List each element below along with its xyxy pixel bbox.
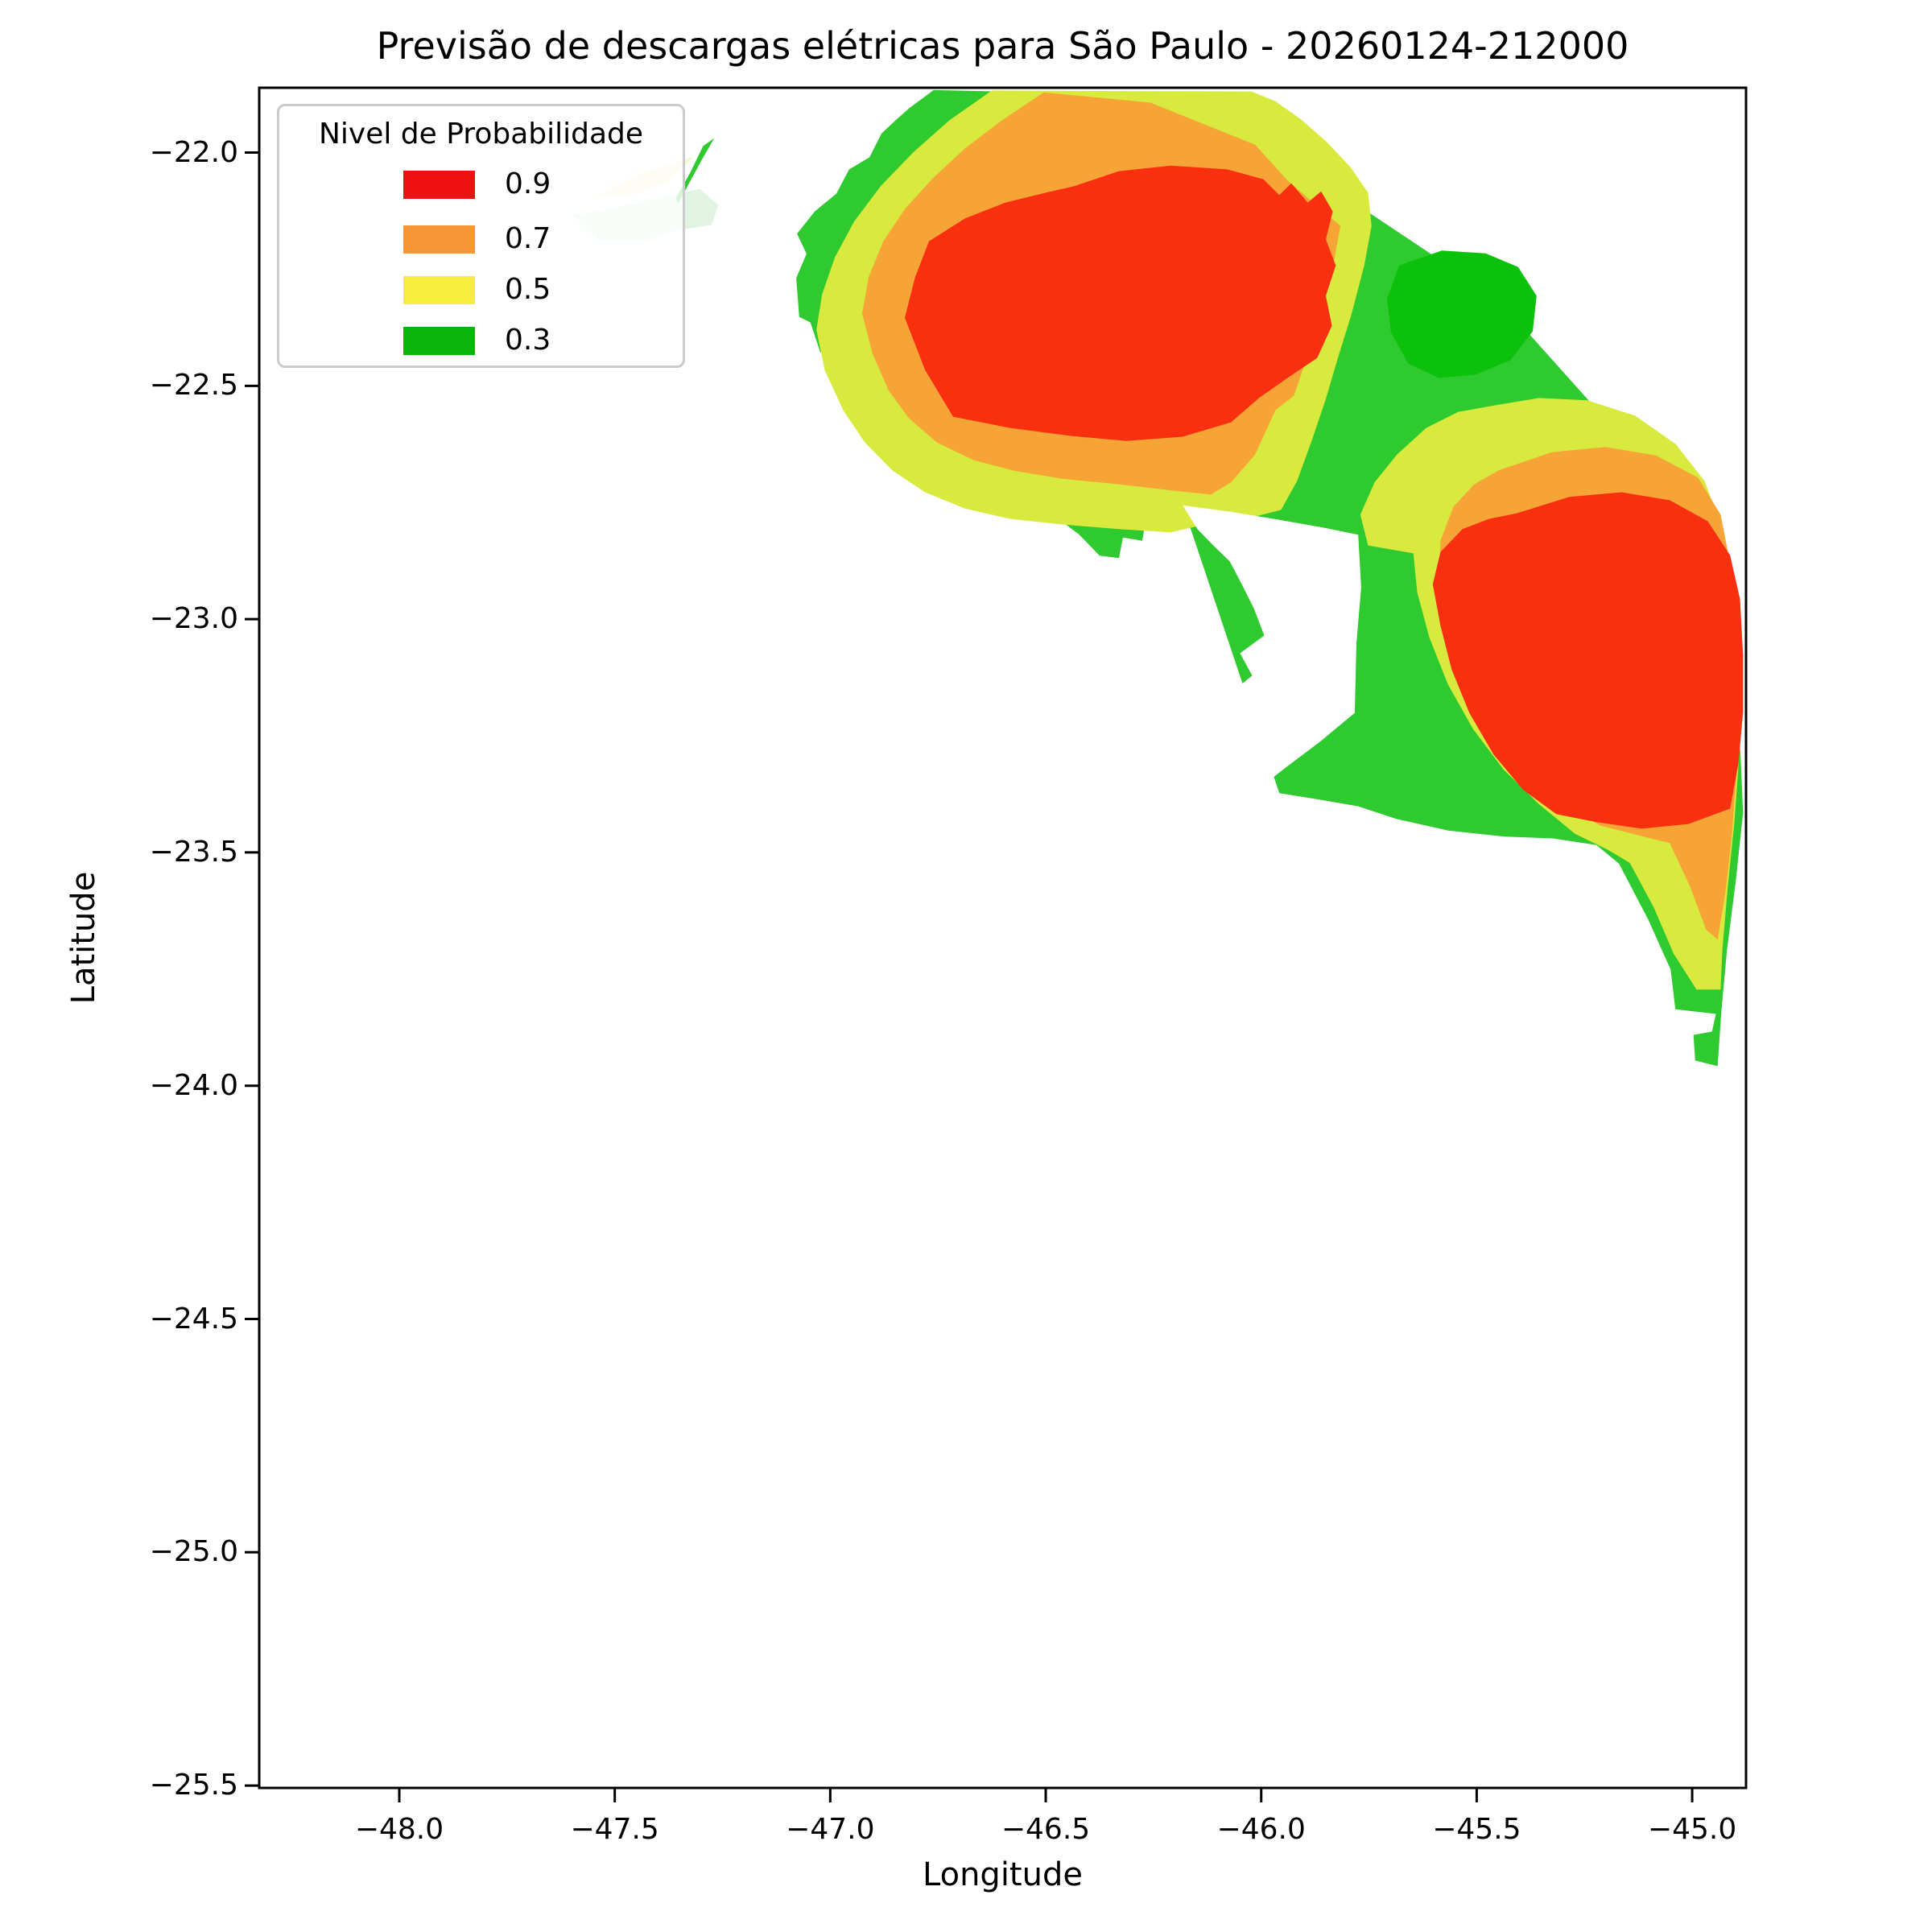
x-tick-label: −45.0 <box>1647 1813 1737 1846</box>
x-axis-label: Longitude <box>923 1856 1083 1893</box>
contour-region-small-green-wedge <box>675 138 715 204</box>
contour-region-white-inlet-notch <box>1183 505 1361 787</box>
legend-item-09: 0.9 <box>279 167 683 203</box>
x-tick-label: −47.5 <box>570 1813 659 1846</box>
legend-label-03: 0.3 <box>505 324 551 357</box>
figure-title: Previsão de descargas elétricas para São… <box>376 24 1629 68</box>
y-tick-label: −23.0 <box>149 602 238 636</box>
x-tick-label: −48.0 <box>354 1813 444 1846</box>
tick-marks <box>245 151 1694 1802</box>
legend-swatch-05 <box>403 276 475 304</box>
legend-label-07: 0.7 <box>505 222 551 255</box>
y-axis-label: Latitude <box>65 871 102 1005</box>
contour-region-overlap-0.3-between-cells <box>1387 250 1537 378</box>
x-tick-label: −46.5 <box>1001 1813 1091 1846</box>
y-tick-label: −24.5 <box>149 1302 238 1335</box>
legend-title: Nivel de Probabilidade <box>318 118 644 151</box>
legend-label-05: 0.5 <box>505 273 551 306</box>
y-tick-label: −24.0 <box>149 1068 238 1102</box>
x-tick-label: −45.5 <box>1432 1813 1521 1846</box>
legend-box: Nivel de Probabilidade 0.9 0.7 0.5 0.3 <box>277 104 685 368</box>
legend-item-05: 0.5 <box>279 273 683 308</box>
legend-item-03: 0.3 <box>279 324 683 359</box>
y-tick-label: −22.0 <box>149 135 238 169</box>
x-tick-label: −47.0 <box>786 1813 875 1846</box>
y-tick-label: −23.5 <box>149 835 238 869</box>
axes-spines <box>258 86 1748 1790</box>
y-tick-label: −22.5 <box>149 369 238 402</box>
contour-layer <box>572 89 1744 1067</box>
legend-swatch-09 <box>403 171 475 199</box>
legend-swatch-03 <box>403 327 475 355</box>
x-tick-label: −46.0 <box>1216 1813 1306 1846</box>
y-tick-label: −25.0 <box>149 1535 238 1569</box>
contour-region-core-0.9-south-cell <box>1432 492 1744 829</box>
legend-label-09: 0.9 <box>505 167 551 200</box>
y-tick-label: −25.5 <box>149 1769 238 1802</box>
legend-item-07: 0.7 <box>279 222 683 258</box>
contour-region-core-0.9-north-cell <box>905 165 1336 441</box>
legend-swatch-07 <box>403 225 475 254</box>
